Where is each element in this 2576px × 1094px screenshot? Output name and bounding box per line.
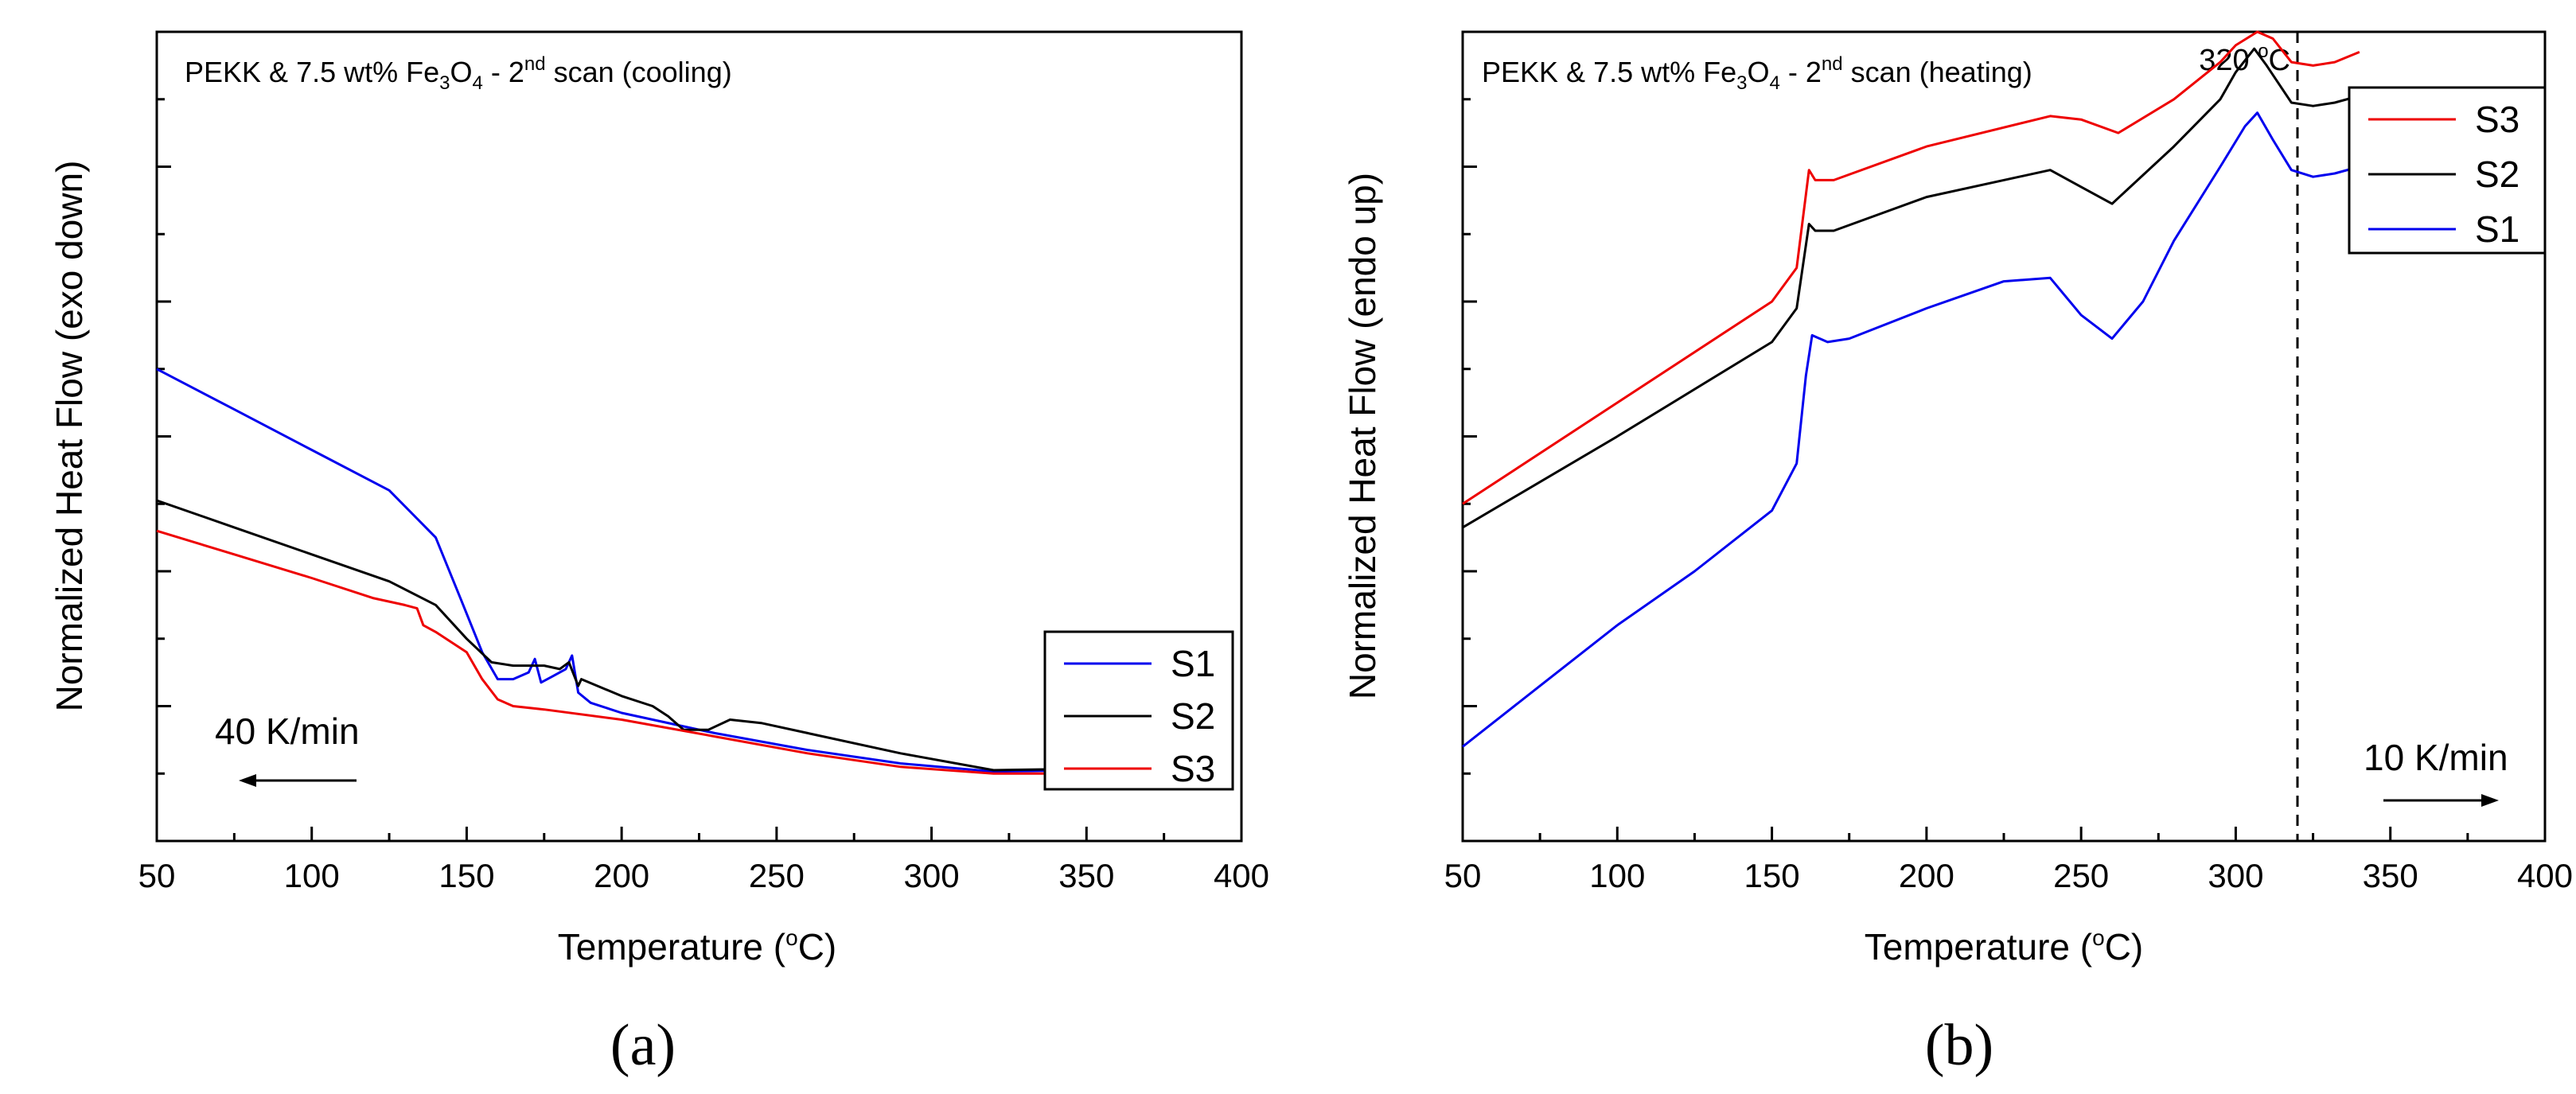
legend-label-s1: S1 xyxy=(1171,643,1215,684)
y-axis-title-a: Normalized Heat Flow (exo down) xyxy=(49,161,90,712)
series-line-s2 xyxy=(1462,47,2360,529)
x-tick-label: 150 xyxy=(438,857,494,894)
x-tick-label: 50 xyxy=(1444,857,1482,894)
series-layer-a xyxy=(156,368,1087,775)
y-axis-title-b: Normalized Heat Flow (endo up) xyxy=(1342,173,1383,699)
series-line-s1 xyxy=(156,368,1087,773)
x-tick-label: 200 xyxy=(594,857,649,894)
legend-a: S1 S2 S3 xyxy=(1043,630,1234,791)
x-tick-label: 50 xyxy=(138,857,176,894)
x-tick-label: 350 xyxy=(2363,857,2418,894)
series-line-s1 xyxy=(1462,111,2360,748)
rate-label-b: 10 K/min xyxy=(2364,737,2508,778)
x-ticks-b: 50 100 150 200 250 300 350 400 xyxy=(1444,827,2573,894)
marker-label-320: 320 oC xyxy=(2199,41,2290,77)
legend-label-s3: S3 xyxy=(2475,99,2519,140)
x-tick-label: 300 xyxy=(904,857,960,894)
chart-panel-a: 50 100 150 200 250 300 350 400 PEKK & 7.5 wt% F… xyxy=(49,30,1269,1078)
series-line-s3 xyxy=(156,529,1087,775)
x-tick-label: 200 xyxy=(1899,857,1954,894)
legend-label-s1: S1 xyxy=(2475,208,2519,250)
legend-b: S3 S2 S1 xyxy=(2348,86,2547,255)
x-tick-label: 400 xyxy=(1214,857,1269,894)
rate-arrow-b xyxy=(2383,794,2499,807)
legend-label-s2: S2 xyxy=(1171,695,1215,737)
x-tick-label: 250 xyxy=(749,857,805,894)
x-ticks-a: 50 100 150 200 250 300 350 400 xyxy=(138,827,1269,894)
x-axis-title-a: Temperature (oC) xyxy=(558,925,836,967)
x-tick-label: 100 xyxy=(284,857,340,894)
y-ticks-b xyxy=(1463,98,1477,775)
series-layer-b xyxy=(1462,30,2360,748)
x-axis-title-b: Temperature (oC) xyxy=(1865,925,2143,967)
panel-label-b: (b) xyxy=(1925,1013,1993,1078)
series-line-s2 xyxy=(156,499,1087,772)
y-ticks-a xyxy=(157,98,171,775)
x-tick-label: 100 xyxy=(1589,857,1645,894)
rate-arrow-a xyxy=(239,774,357,787)
x-tick-label: 150 xyxy=(1744,857,1800,894)
panel-label-a: (a) xyxy=(610,1013,676,1078)
panel-title-b: PEKK & 7.5 wt% Fe3O4 - 2nd scan (heating… xyxy=(1482,53,2032,94)
legend-label-s2: S2 xyxy=(2475,154,2519,195)
x-tick-label: 350 xyxy=(1058,857,1114,894)
x-tick-label: 250 xyxy=(2053,857,2109,894)
legend-label-s3: S3 xyxy=(1171,748,1215,789)
rate-label-a: 40 K/min xyxy=(215,711,360,752)
x-tick-label: 400 xyxy=(2517,857,2573,894)
x-tick-label: 300 xyxy=(2208,857,2263,894)
panel-title-a: PEKK & 7.5 wt% Fe3O4 - 2nd scan (cooling… xyxy=(185,53,732,94)
series-line-s3 xyxy=(1462,30,2360,505)
chart-panel-b: 50 100 150 200 250 300 350 400 320 oC PEKK & 7.… xyxy=(1342,30,2573,1078)
